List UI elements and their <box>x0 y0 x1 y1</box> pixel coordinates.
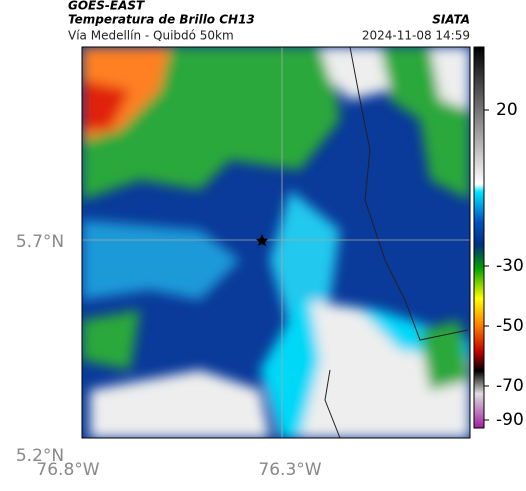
colorbar-ticks: 20 -30 -50 -70 -90 <box>484 100 524 430</box>
colorbar-tick-label: -90 <box>496 410 524 430</box>
map-frame <box>81 46 471 439</box>
lon-label: 76.3°W <box>258 460 321 480</box>
location-marker <box>256 234 268 246</box>
colorbar-tick-label: 20 <box>496 100 518 120</box>
lon-label: 76.8°W <box>36 460 99 480</box>
product: GOES-EAST <box>68 0 145 13</box>
colorbar <box>473 46 485 429</box>
colorbar-tick-label: -30 <box>496 256 524 276</box>
satellite-image <box>82 47 470 438</box>
lat-label: 5.7°N <box>16 232 64 252</box>
title: Temperatura de Brillo CH13 <box>68 13 255 27</box>
subtitle: Vía Medellín - Quibdó 50km <box>68 29 234 43</box>
colorbar-tick-label: -70 <box>496 376 524 396</box>
lat-label: 5.2°N <box>16 446 64 466</box>
colorbar-tick-label: -50 <box>496 316 524 336</box>
source: SIATA <box>432 13 470 27</box>
datetime: 2024-11-08 14:59 <box>362 29 470 43</box>
